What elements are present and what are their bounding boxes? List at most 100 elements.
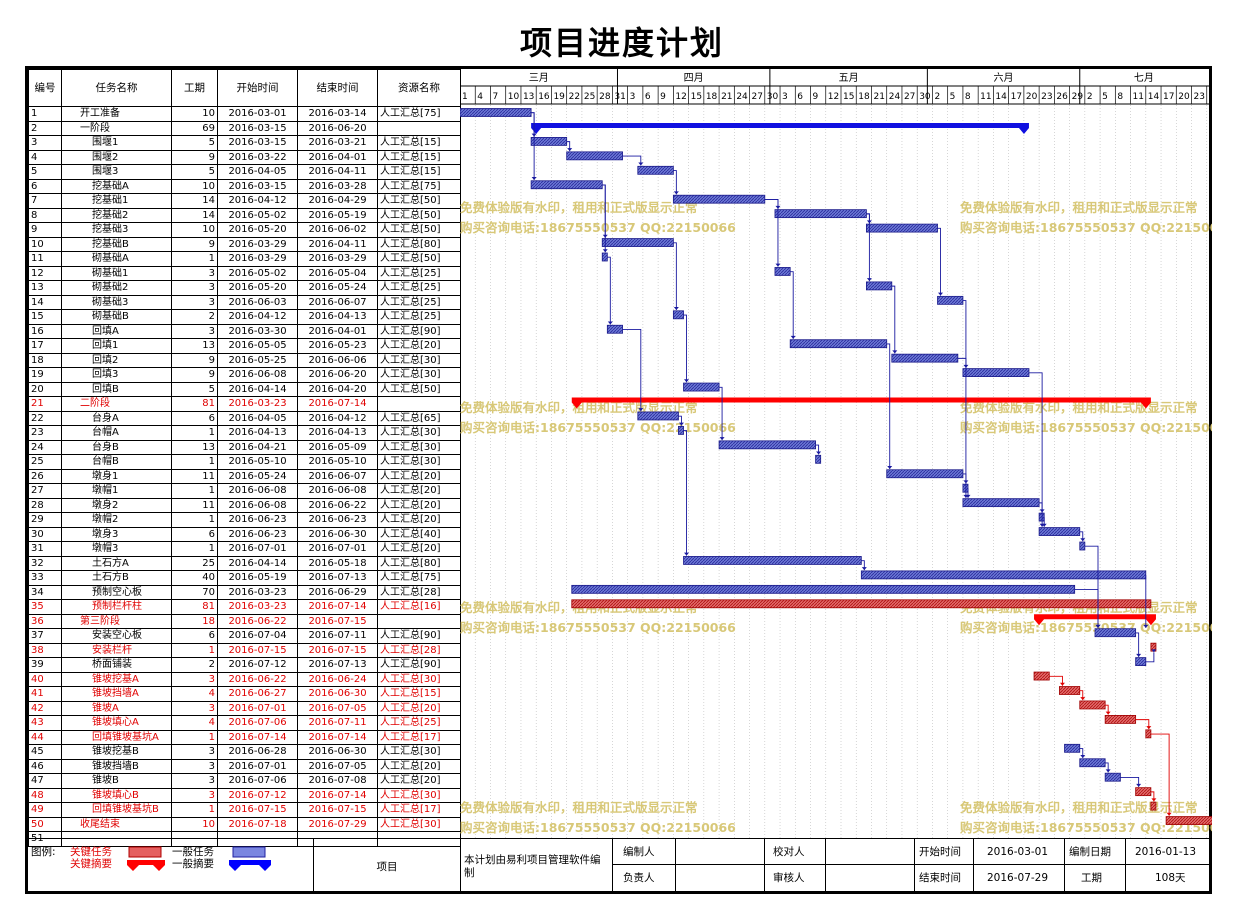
table-row[interactable]: 21 二阶段 81 2016-03-23 2016-07-14 bbox=[28, 396, 461, 412]
watermark-line1: 免费体验版有水印，租用和正式版显示正常 bbox=[960, 400, 1198, 415]
table-row[interactable]: 19 回填3 9 2016-06-08 2016-06-20 人工汇总[30] bbox=[28, 367, 461, 383]
page-title: 项目进度计划 bbox=[519, 24, 724, 62]
timeline-day-label: 18 bbox=[706, 92, 718, 102]
legend-title: 图例: bbox=[31, 846, 56, 858]
task-duration: 9 bbox=[171, 236, 218, 252]
task-table-body: 1 开工准备 10 2016-03-01 2016-03-14 人工汇总[75] 2 一阶段 6… bbox=[28, 106, 461, 847]
task-end: 2016-06-02 bbox=[297, 222, 378, 238]
table-row[interactable]: 44 回填锥坡基坑A 1 2016-07-14 2016-07-14 人工汇总[17] bbox=[28, 729, 461, 745]
table-row[interactable]: 14 砌基础3 3 2016-06-03 2016-06-07 人工汇总[25] bbox=[28, 294, 461, 310]
compile-date-value: 2016-01-13 bbox=[1135, 846, 1197, 858]
table-row[interactable]: 50 收尾结束 10 2016-07-18 2016-07-29 人工汇总[30] bbox=[28, 816, 461, 832]
dependency-arrow bbox=[1080, 538, 1086, 542]
table-row[interactable]: 33 土石方B 40 2016-05-19 2016-07-13 人工汇总[75] bbox=[28, 570, 461, 586]
task-start: 2016-07-15 bbox=[217, 642, 298, 658]
table-row[interactable]: 46 锥坡挡墙B 3 2016-07-01 2016-07-05 人工汇总[20] bbox=[28, 758, 461, 774]
task-resource: 人工汇总[30] bbox=[377, 454, 461, 470]
table-row[interactable]: 30 墩身3 6 2016-06-23 2016-06-30 人工汇总[40] bbox=[28, 526, 461, 542]
table-row[interactable]: 40 锥坡挖基A 3 2016-06-22 2016-06-24 人工汇总[30] bbox=[28, 671, 461, 687]
table-row[interactable]: 10 挖基础B 9 2016-03-29 2016-04-11 人工汇总[80] bbox=[28, 236, 461, 252]
task-name: 锥坡B bbox=[61, 773, 172, 789]
task-id: 11 bbox=[28, 251, 62, 267]
table-row[interactable]: 32 土石方A 25 2016-04-14 2016-05-18 人工汇总[80] bbox=[28, 555, 461, 571]
col-header-id: 编号 bbox=[28, 69, 62, 107]
dependency-arrow bbox=[775, 263, 781, 267]
table-row[interactable]: 15 砌基础B 2 2016-04-12 2016-04-13 人工汇总[25] bbox=[28, 309, 461, 325]
table-row[interactable]: 28 墩身2 11 2016-06-08 2016-06-22 人工汇总[20] bbox=[28, 497, 461, 513]
table-row[interactable]: 13 砌基础2 3 2016-05-20 2016-05-24 人工汇总[25] bbox=[28, 280, 461, 296]
table-row[interactable]: 12 砌基础1 3 2016-05-02 2016-05-04 人工汇总[25] bbox=[28, 265, 461, 281]
table-row[interactable]: 2 一阶段 69 2016-03-15 2016-06-20 bbox=[28, 120, 461, 136]
table-row[interactable]: 49 回填锥坡基坑B 1 2016-07-15 2016-07-15 人工汇总[17] bbox=[28, 802, 461, 818]
table-row[interactable]: 35 预制栏杆柱 81 2016-03-23 2016-07-14 人工汇总[16] bbox=[28, 599, 461, 615]
task-end: 2016-07-08 bbox=[297, 773, 378, 789]
task-end: 2016-04-11 bbox=[297, 236, 378, 252]
watermark-line1: 免费体验版有水印，租用和正式版显示正常 bbox=[960, 800, 1198, 815]
table-row[interactable]: 43 锥坡填心A 4 2016-07-06 2016-07-11 人工汇总[25] bbox=[28, 715, 461, 731]
table-row[interactable]: 45 锥坡挖基B 3 2016-06-28 2016-06-30 人工汇总[30] bbox=[28, 744, 461, 760]
table-row[interactable]: 3 围堰1 5 2016-03-15 2016-03-21 人工汇总[15] bbox=[28, 135, 461, 151]
table-row[interactable]: 48 锥坡填心B 3 2016-07-12 2016-07-14 人工汇总[30] bbox=[28, 787, 461, 803]
table-row[interactable]: 1 开工准备 10 2016-03-01 2016-03-14 人工汇总[75] bbox=[28, 106, 461, 122]
timeline-day-label: 16 bbox=[538, 92, 550, 102]
table-row[interactable]: 9 挖基础3 10 2016-05-20 2016-06-02 人工汇总[50] bbox=[28, 222, 461, 238]
task-end: 2016-05-04 bbox=[297, 265, 378, 281]
table-row[interactable]: 18 回填2 9 2016-05-25 2016-06-06 人工汇总[30] bbox=[28, 352, 461, 368]
table-row[interactable]: 17 回填1 13 2016-05-05 2016-05-23 人工汇总[20] bbox=[28, 338, 461, 354]
table-row[interactable]: 4 围堰2 9 2016-03-22 2016-04-01 人工汇总[15] bbox=[28, 149, 461, 165]
legend-critical-task-swatch bbox=[128, 846, 162, 858]
dependency-arrow bbox=[673, 307, 679, 311]
task-duration: 3 bbox=[171, 323, 218, 339]
task-id: 37 bbox=[28, 628, 62, 644]
timeline-day-label: 21 bbox=[873, 92, 884, 102]
task-resource: 人工汇总[30] bbox=[377, 744, 461, 760]
table-row[interactable]: 47 锥坡B 3 2016-07-06 2016-07-08 人工汇总[20] bbox=[28, 773, 461, 789]
table-row[interactable]: 24 台身B 13 2016-04-21 2016-05-09 人工汇总[30] bbox=[28, 439, 461, 455]
table-row[interactable]: 22 台身A 6 2016-04-05 2016-04-12 人工汇总[65] bbox=[28, 410, 461, 426]
table-row[interactable]: 38 安装栏杆 1 2016-07-15 2016-07-15 人工汇总[28] bbox=[28, 642, 461, 658]
dependency-arrow bbox=[673, 191, 679, 195]
task-end: 2016-07-01 bbox=[297, 541, 378, 557]
table-row[interactable]: 31 墩帽3 1 2016-07-01 2016-07-01 人工汇总[20] bbox=[28, 541, 461, 557]
dependency-arrow bbox=[1136, 653, 1142, 657]
task-resource: 人工汇总[28] bbox=[377, 642, 461, 658]
task-start: 2016-03-30 bbox=[217, 323, 298, 339]
table-row[interactable]: 5 围堰3 5 2016-04-05 2016-04-11 人工汇总[15] bbox=[28, 164, 461, 180]
table-row[interactable]: 41 锥坡挡墙A 4 2016-06-27 2016-06-30 人工汇总[15] bbox=[28, 686, 461, 702]
table-row[interactable]: 7 挖基础1 14 2016-04-12 2016-04-29 人工汇总[50] bbox=[28, 193, 461, 209]
table-row[interactable]: 27 墩帽1 1 2016-06-08 2016-06-08 人工汇总[20] bbox=[28, 483, 461, 499]
timeline-day-label: 9 bbox=[813, 92, 819, 102]
table-row[interactable]: 26 墩身1 11 2016-05-24 2016-06-07 人工汇总[20] bbox=[28, 468, 461, 484]
table-row[interactable]: 29 墩帽2 1 2016-06-23 2016-06-23 人工汇总[20] bbox=[28, 512, 461, 528]
legend-critical-task-label: 关键任务 bbox=[70, 846, 112, 858]
table-row[interactable]: 6 挖基础A 10 2016-03-15 2016-03-28 人工汇总[75] bbox=[28, 178, 461, 194]
task-start: 2016-03-15 bbox=[217, 178, 298, 194]
owner-label: 负责人 bbox=[623, 872, 655, 884]
table-row[interactable]: 16 回填A 3 2016-03-30 2016-04-01 人工汇总[90] bbox=[28, 323, 461, 339]
task-bar bbox=[1038, 512, 1045, 522]
task-name: 收尾结束 bbox=[61, 816, 172, 832]
table-row[interactable]: 20 回填B 5 2016-04-14 2016-04-20 人工汇总[50] bbox=[28, 381, 461, 397]
task-bar bbox=[1135, 787, 1152, 797]
table-row[interactable]: 25 台帽B 1 2016-05-10 2016-05-10 人工汇总[30] bbox=[28, 454, 461, 470]
timeline-day-label: 29 bbox=[1072, 92, 1084, 102]
table-row[interactable]: 8 挖基础2 14 2016-05-02 2016-05-19 人工汇总[50] bbox=[28, 207, 461, 223]
table-row[interactable]: 36 第三阶段 18 2016-06-22 2016-07-15 bbox=[28, 613, 461, 629]
table-row[interactable]: 23 台帽A 1 2016-04-13 2016-04-13 人工汇总[30] bbox=[28, 425, 461, 441]
task-duration: 81 bbox=[171, 599, 218, 615]
table-row[interactable]: 37 安装空心板 6 2016-07-04 2016-07-11 人工汇总[90] bbox=[28, 628, 461, 644]
task-resource: 人工汇总[15] bbox=[377, 164, 461, 180]
task-end: 2016-07-15 bbox=[297, 642, 378, 658]
table-row[interactable]: 11 砌基础A 1 2016-03-29 2016-03-29 人工汇总[50] bbox=[28, 251, 461, 267]
task-id: 23 bbox=[28, 425, 62, 441]
table-row[interactable]: 39 桥面铺装 2 2016-07-12 2016-07-13 人工汇总[90] bbox=[28, 657, 461, 673]
task-bar bbox=[672, 310, 684, 320]
task-resource: 人工汇总[20] bbox=[377, 758, 461, 774]
dependency-link bbox=[1079, 690, 1084, 701]
table-row[interactable]: 42 锥坡A 3 2016-07-01 2016-07-05 人工汇总[20] bbox=[28, 700, 461, 716]
timeline-day-label: 2 bbox=[934, 92, 940, 102]
task-resource: 人工汇总[75] bbox=[377, 570, 461, 586]
table-row[interactable]: 34 预制空心板 70 2016-03-23 2016-06-29 人工汇总[28] bbox=[28, 584, 461, 600]
dependency-link bbox=[1150, 733, 1170, 816]
dependency-arrow bbox=[1143, 624, 1149, 628]
